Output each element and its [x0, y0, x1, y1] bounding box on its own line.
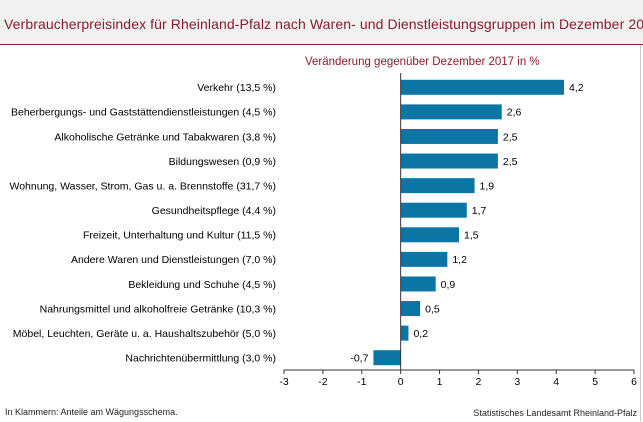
x-tick-label: 0 — [398, 376, 404, 388]
header-rule — [0, 44, 643, 45]
value-label: 2,5 — [503, 131, 518, 143]
bar — [400, 276, 436, 292]
value-label: 0,2 — [413, 328, 428, 340]
bar — [400, 227, 459, 243]
category-label: Nahrungsmittel und alkoholfreie Getränke… — [40, 303, 276, 315]
category-label: Gesundheitspflege (4,4 %) — [152, 205, 276, 217]
bar — [400, 301, 421, 317]
axis-layer: -3 -2 -1 0 1 2 3 4 5 6 — [279, 73, 637, 388]
value-label: 0,5 — [425, 303, 440, 315]
value-label: -0,7 — [350, 353, 368, 365]
value-label: 1,2 — [452, 254, 467, 266]
bar — [400, 104, 502, 120]
bar — [400, 79, 564, 95]
bar — [400, 325, 409, 341]
x-tick-label: 1 — [437, 376, 443, 388]
source-credit: Statistisches Landesamt Rheinland-Pfalz — [473, 408, 637, 418]
value-label: 1,7 — [472, 205, 487, 217]
category-label: Möbel, Leuchten, Geräte u. a. Haushaltsz… — [13, 328, 276, 340]
bars-layer — [373, 79, 564, 366]
value-label: 0,9 — [441, 279, 456, 291]
x-tick-label: -3 — [279, 376, 288, 388]
value-label: 1,9 — [480, 180, 495, 192]
category-label: Bildungswesen (0,9 %) — [169, 156, 276, 168]
category-label: Beherbergungs- und Gaststättendienstleis… — [11, 107, 276, 119]
value-label: 2,5 — [503, 156, 518, 168]
x-tick-label: 4 — [553, 376, 559, 388]
value-label: 1,5 — [464, 230, 479, 242]
x-tick-label: -1 — [357, 376, 366, 388]
bar — [400, 251, 448, 267]
bar — [373, 350, 401, 366]
value-label: 4,2 — [569, 82, 584, 94]
category-label: Freizeit, Unterhaltung und Kultur (11,5 … — [83, 230, 276, 242]
x-tick-label: 3 — [514, 376, 520, 388]
category-label: Alkoholische Getränke und Tabakwaren (3,… — [54, 131, 276, 143]
category-label: Wohnung, Wasser, Strom, Gas u. a. Brenns… — [9, 180, 276, 192]
labels-layer: Verkehr (13,5 %) 4,2 Beherbergungs- und Ga… — [9, 82, 583, 364]
footnote: In Klammern: Anteile am Wägungsschema. — [5, 407, 178, 417]
chart-title: Verbraucherpreisindex für Rheinland-Pfal… — [4, 16, 643, 32]
category-label: Verkehr (13,5 %) — [197, 82, 276, 94]
x-tick-label: 6 — [631, 376, 637, 388]
axis-caption: Veränderung gegenüber Dezember 2017 in % — [305, 56, 540, 68]
x-tick-label: 2 — [476, 376, 482, 388]
x-tick-label: 5 — [592, 376, 598, 388]
category-label: Bekleidung und Schuhe (4,5 %) — [128, 279, 276, 291]
header-band: Verbraucherpreisindex für Rheinland-Pfal… — [0, 0, 643, 44]
category-label: Nachrichtenübermittlung (3,0 %) — [125, 353, 276, 365]
bar — [400, 202, 467, 218]
bar — [400, 178, 475, 194]
bar — [400, 128, 498, 144]
category-label: Andere Waren und Dienstleistungen (7,0 %… — [71, 254, 276, 266]
bar — [400, 153, 498, 169]
x-tick-label: -2 — [318, 376, 327, 388]
right-border — [640, 45, 641, 421]
value-label: 2,6 — [507, 107, 522, 119]
